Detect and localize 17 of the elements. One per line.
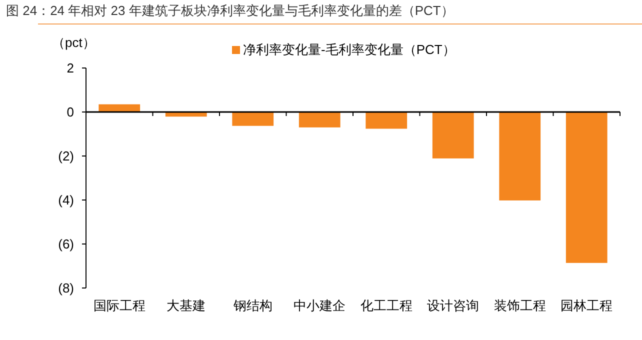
chart-title: 图 24：24 年相对 23 年建筑子板块净利率变化量与毛利率变化量的差（PCT） xyxy=(6,3,454,18)
x-tick-label: 园林工程 xyxy=(560,298,613,313)
y-tick-label: (4) xyxy=(58,192,74,208)
x-tick-label: 大基建 xyxy=(166,298,206,313)
x-tick-label: 国际工程 xyxy=(93,298,146,313)
y-tick-label: 0 xyxy=(66,104,74,120)
y-tick-label: (2) xyxy=(58,148,74,164)
y-tick-label: (8) xyxy=(58,280,74,296)
y-tick-label: (6) xyxy=(58,236,74,252)
x-tick-label: 装饰工程 xyxy=(494,298,546,313)
y-tick-label: 2 xyxy=(66,60,74,76)
x-tick-label: 化工工程 xyxy=(360,298,412,313)
legend-label: 净利率变化量-毛利率变化量（PCT） xyxy=(243,42,456,57)
x-tick-label: 设计咨询 xyxy=(427,298,480,313)
x-tick-label: 钢结构 xyxy=(232,298,272,313)
y-axis-title: （pct） xyxy=(52,35,96,50)
x-tick-label: 中小建企 xyxy=(294,298,346,313)
